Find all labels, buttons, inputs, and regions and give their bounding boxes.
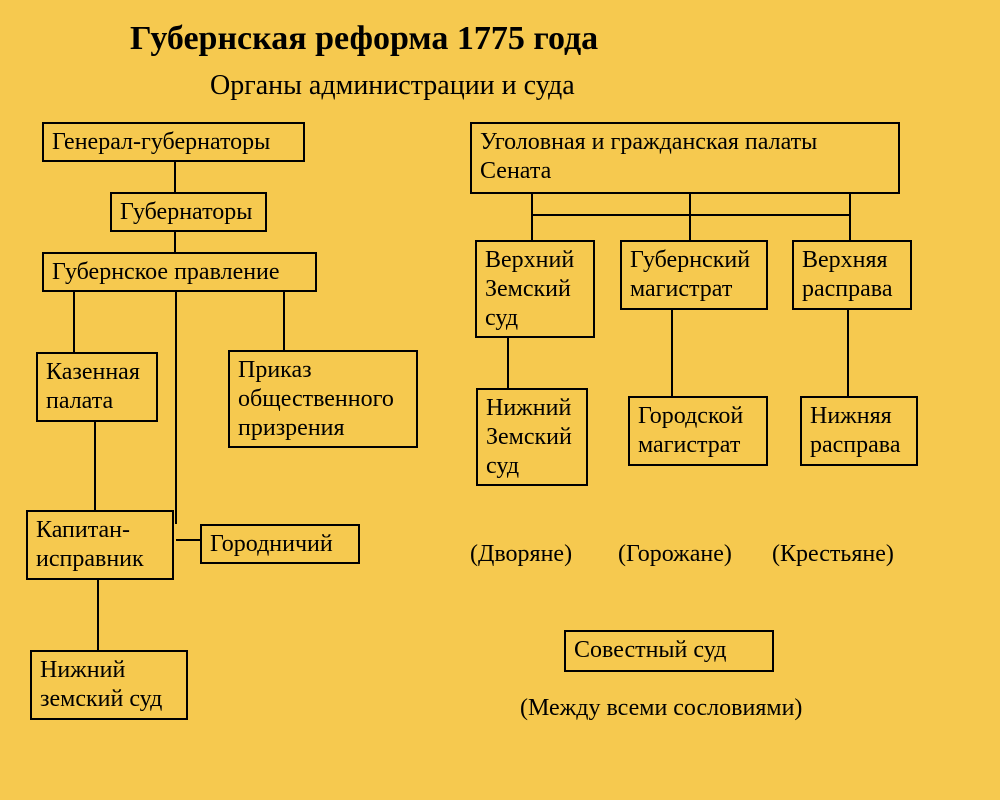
node-verh_ras: Верхняя расправа bbox=[792, 240, 912, 310]
node-prikaz: Приказ общественного призрения bbox=[228, 350, 418, 448]
node-nizh_zem2: Нижний Земский суд bbox=[476, 388, 588, 486]
node-senate: Уголовная и гражданская палаты Сената bbox=[470, 122, 900, 194]
label-mezhdu: (Между всеми сословиями) bbox=[520, 694, 802, 723]
node-gen_gub: Генерал-губернаторы bbox=[42, 122, 305, 162]
node-sovest: Совестный суд bbox=[564, 630, 774, 672]
node-kaz: Казенная палата bbox=[36, 352, 158, 422]
node-gor_mag: Городской магистрат bbox=[628, 396, 768, 466]
node-gub_mag: Губернский магистрат bbox=[620, 240, 768, 310]
node-nizh_zem: Нижний земский суд bbox=[30, 650, 188, 720]
node-kap: Капитан- исправник bbox=[26, 510, 174, 580]
label-gor: (Горожане) bbox=[618, 540, 732, 569]
diagram-subtitle: Органы администрации и суда bbox=[210, 70, 575, 102]
diagram-title: Губернская реформа 1775 года bbox=[130, 20, 598, 58]
label-krest: (Крестьяне) bbox=[772, 540, 894, 569]
node-gub: Губернаторы bbox=[110, 192, 267, 232]
label-dvor: (Дворяне) bbox=[470, 540, 572, 569]
node-nizh_ras: Нижняя расправа bbox=[800, 396, 918, 466]
node-gub_prav: Губернское правление bbox=[42, 252, 317, 292]
node-gorod: Городничий bbox=[200, 524, 360, 564]
node-verh_zem: Верхний Земский суд bbox=[475, 240, 595, 338]
